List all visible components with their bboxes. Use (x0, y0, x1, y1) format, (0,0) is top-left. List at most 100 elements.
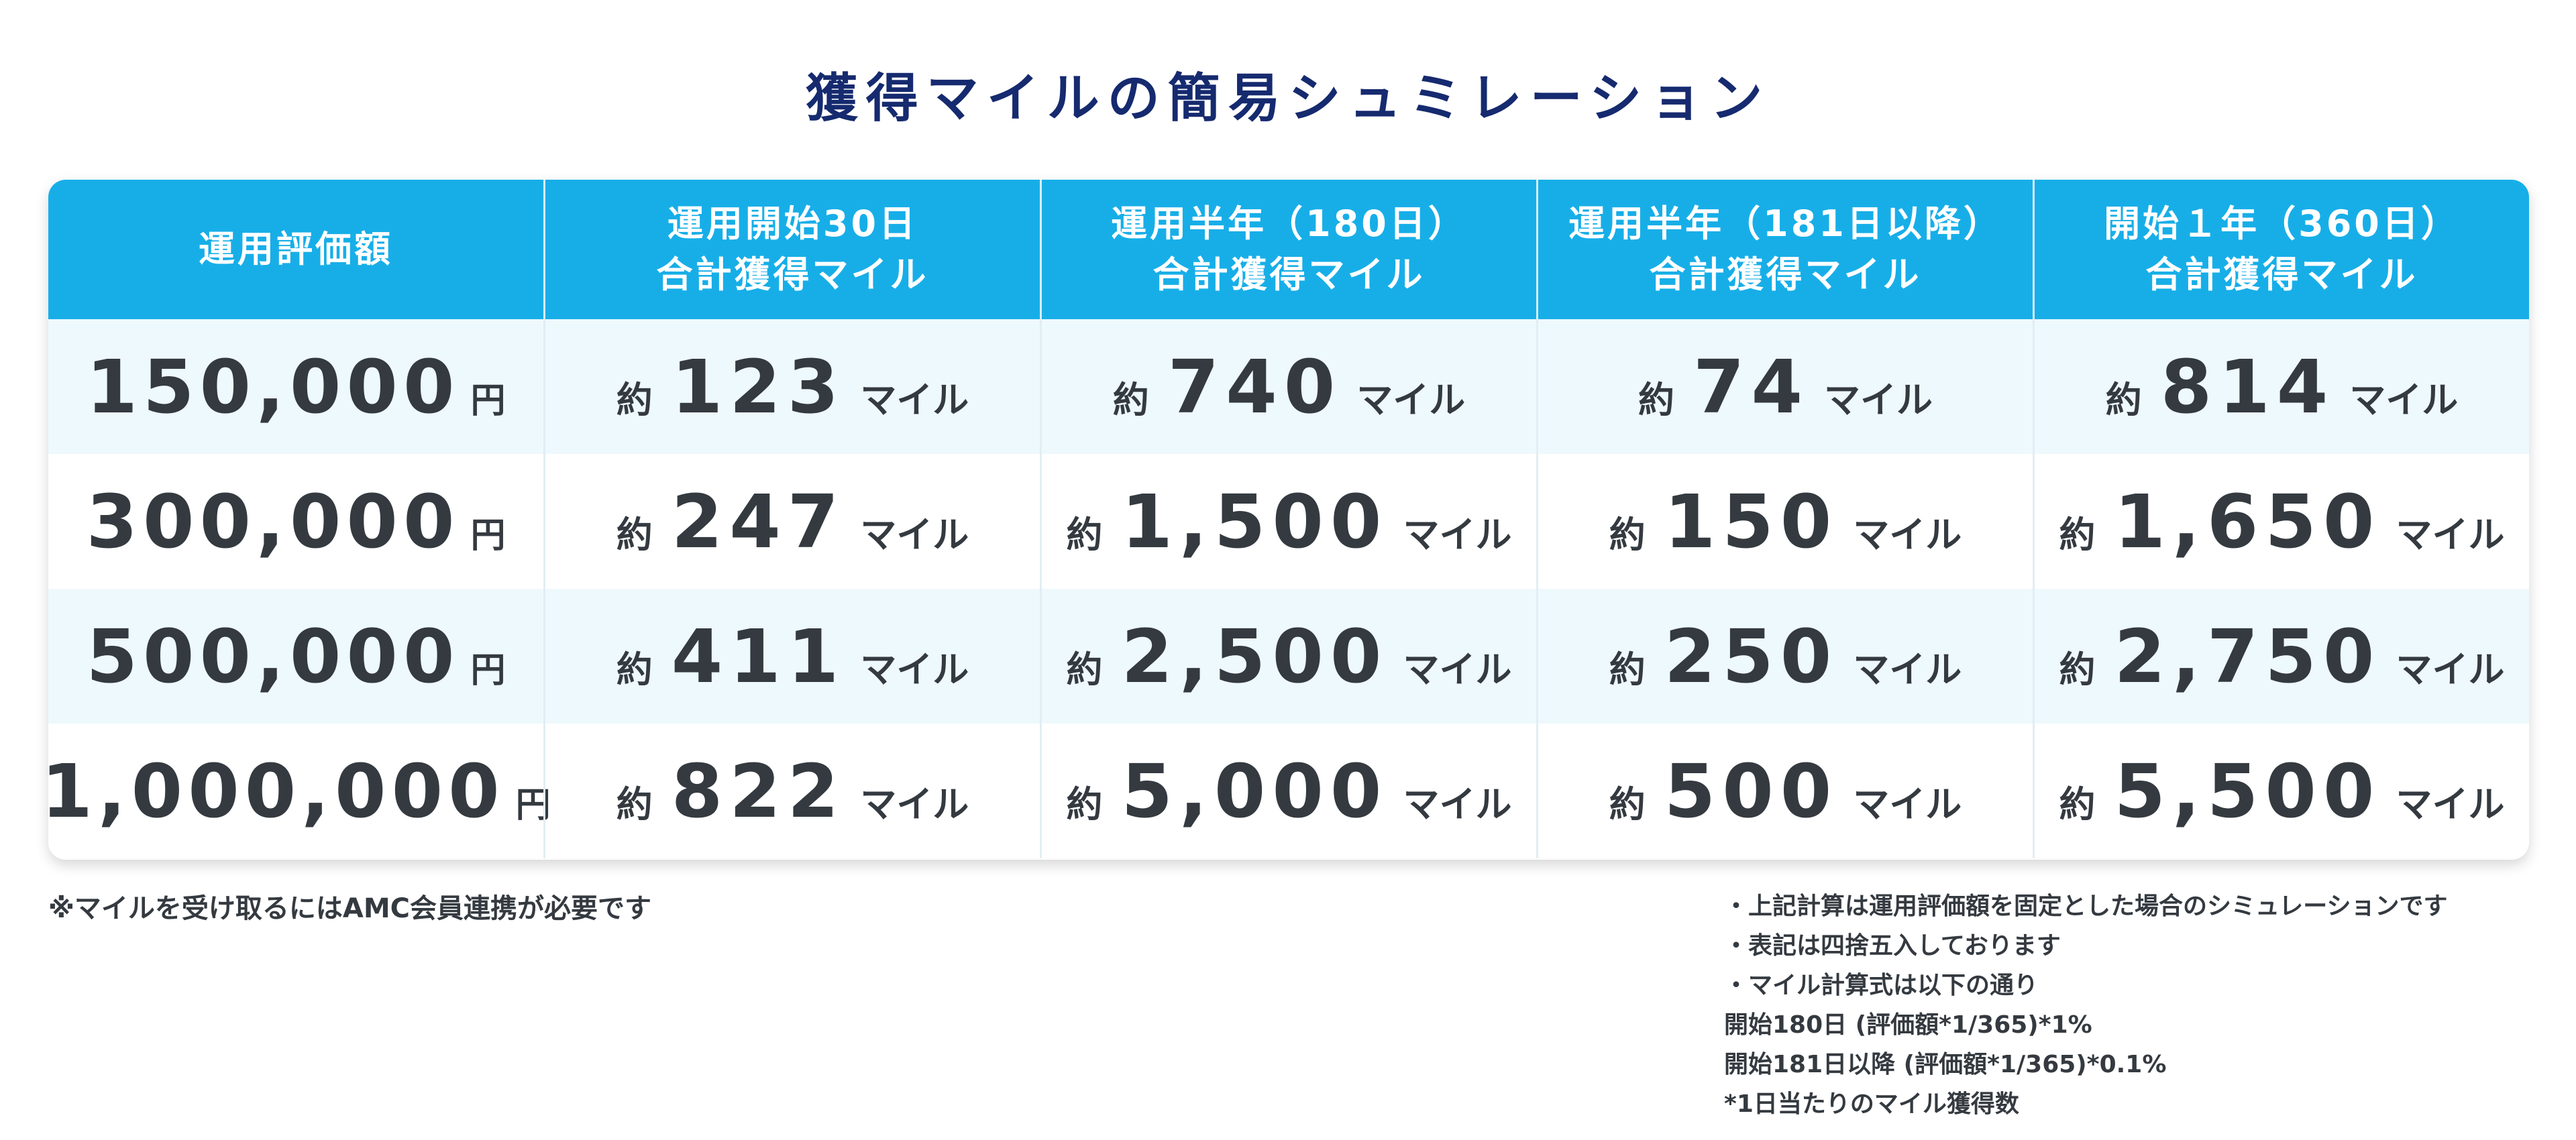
mile-cell: 約 74 マイル (1536, 319, 2033, 454)
approx-prefix: 約 (616, 648, 653, 691)
header-label: 運用開始30日 (667, 203, 918, 245)
mile-unit: マイル (1356, 378, 1466, 421)
amount-value: 300,000 (86, 478, 460, 565)
mile-value: 74 (1693, 343, 1810, 430)
header-label: 運用評価額 (199, 228, 393, 270)
mile-value: 2,750 (2114, 613, 2381, 699)
approx-prefix: 約 (1638, 378, 1674, 421)
note-line: ・マイル計算式は以下の通り (1724, 972, 2039, 999)
mile-value: 411 (671, 613, 846, 699)
amount-value: 500,000 (86, 613, 460, 699)
mile-unit: マイル (860, 378, 969, 421)
mile-unit: マイル (2396, 513, 2505, 556)
mile-value: 740 (1167, 343, 1342, 430)
note-line: ・表記は四捨五入しております (1724, 932, 2061, 960)
header-label: 運用半年（181日以降） (1568, 203, 2002, 245)
mile-cell: 約 2,500 マイル (1040, 589, 1536, 724)
mile-cell: 約 247 マイル (543, 454, 1040, 589)
note-line: *1日当たりのマイル獲得数 (1724, 1090, 2019, 1118)
mile-unit: マイル (2349, 378, 2459, 421)
approx-prefix: 約 (616, 783, 653, 825)
header-sublabel: 合計獲得マイル (656, 253, 929, 296)
table-row: 500,000 円 約 411 マイル 約 2,500 マイル 約 250 マイル 約 2,75… (48, 589, 2529, 724)
mile-value: 247 (671, 478, 846, 565)
amount-value: 150,000 (86, 343, 460, 430)
header-cell-30days: 運用開始30日 合計獲得マイル (543, 180, 1040, 319)
yen-unit: 円 (470, 650, 506, 691)
note-line: 開始181日以降 (評価額*1/365)*0.1% (1724, 1051, 2167, 1078)
mile-unit: マイル (1853, 648, 1962, 691)
mile-cell: 約 740 マイル (1040, 319, 1536, 454)
approx-prefix: 約 (1066, 513, 1103, 556)
approx-prefix: 約 (2059, 648, 2096, 691)
approx-prefix: 約 (616, 513, 653, 556)
mile-unit: マイル (1853, 513, 1962, 556)
calculation-notes: ・上記計算は運用評価額を固定とした場合のシミュレーションです ・表記は四捨五入し… (1724, 887, 2448, 1124)
mile-cell: 約 822 マイル (543, 724, 1040, 858)
header-cell-180days: 運用半年（180日） 合計獲得マイル (1040, 180, 1536, 319)
mile-cell: 約 5,000 マイル (1040, 724, 1536, 858)
amount-value: 1,000,000 (48, 748, 505, 834)
header-cell-181days-after: 運用半年（181日以降） 合計獲得マイル (1536, 180, 2033, 319)
mile-value: 2,500 (1121, 613, 1389, 699)
mile-cell: 約 814 マイル (2033, 319, 2529, 454)
header-cell-amount: 運用評価額 (48, 180, 543, 319)
amount-cell: 1,000,000 円 (48, 724, 551, 858)
mile-cell: 約 2,750 マイル (2033, 589, 2529, 724)
approx-prefix: 約 (1066, 783, 1103, 825)
approx-prefix: 約 (1609, 648, 1646, 691)
mile-unit: マイル (2396, 783, 2505, 825)
yen-unit: 円 (470, 380, 506, 421)
header-cell-1year: 開始１年（360日） 合計獲得マイル (2033, 180, 2529, 319)
approx-prefix: 約 (2105, 378, 2142, 421)
mile-unit: マイル (1403, 783, 1512, 825)
mile-unit: マイル (1403, 513, 1512, 556)
mile-value: 5,500 (2114, 748, 2381, 834)
mile-value: 250 (1664, 613, 1839, 699)
mile-cell: 約 411 マイル (543, 589, 1040, 724)
mile-cell: 約 5,500 マイル (2033, 724, 2529, 858)
amount-cell: 500,000 円 (48, 589, 543, 724)
approx-prefix: 約 (1112, 378, 1149, 421)
approx-prefix: 約 (2059, 783, 2096, 825)
mile-cell: 約 500 マイル (1536, 724, 2033, 858)
page-title: 獲得マイルの簡易シュミレーション (805, 68, 1771, 129)
mile-unit: マイル (2396, 648, 2505, 691)
mile-value: 814 (2160, 343, 2335, 430)
approx-prefix: 約 (1609, 783, 1646, 825)
approx-prefix: 約 (1066, 648, 1103, 691)
mile-value: 1,500 (1121, 478, 1389, 565)
mile-unit: マイル (1403, 648, 1512, 691)
yen-unit: 円 (470, 515, 506, 556)
header-label: 開始１年（360日） (2104, 203, 2460, 245)
mile-unit: マイル (860, 513, 969, 556)
header-label: 運用半年（180日） (1111, 203, 1467, 245)
mile-value: 500 (1664, 748, 1839, 834)
mile-cell: 約 1,650 マイル (2033, 454, 2529, 589)
mile-value: 123 (671, 343, 846, 430)
table-row: 1,000,000 円 約 822 マイル 約 5,000 マイル 約 500 マイル 約 5,… (48, 724, 2529, 858)
note-line: ・上記計算は運用評価額を固定とした場合のシミュレーションです (1724, 893, 2448, 920)
approx-prefix: 約 (1609, 513, 1646, 556)
header-sublabel: 合計獲得マイル (1649, 253, 1922, 296)
table-row: 300,000 円 約 247 マイル 約 1,500 マイル 約 150 マイル 約 1,65… (48, 454, 2529, 589)
header-sublabel: 合計獲得マイル (1152, 253, 1426, 296)
header-sublabel: 合計獲得マイル (2145, 253, 2418, 296)
table-row: 150,000 円 約 123 マイル 約 740 マイル 約 74 マイル 約 814 マイル (48, 319, 2529, 454)
mile-cell: 約 1,500 マイル (1040, 454, 1536, 589)
approx-prefix: 約 (616, 378, 653, 421)
mile-value: 5,000 (1121, 748, 1389, 834)
mile-unit: マイル (860, 648, 969, 691)
amc-requirement-note: ※マイルを受け取るにはAMC会員連携が必要です (48, 893, 652, 924)
mile-cell: 約 123 マイル (543, 319, 1040, 454)
mile-value: 822 (671, 748, 846, 834)
amount-cell: 150,000 円 (48, 319, 543, 454)
note-line: 開始180日 (評価額*1/365)*1% (1724, 1011, 2092, 1039)
amount-cell: 300,000 円 (48, 454, 543, 589)
mile-unit: マイル (860, 783, 969, 825)
mile-value: 150 (1664, 478, 1839, 565)
approx-prefix: 約 (2059, 513, 2096, 556)
mile-unit: マイル (1853, 783, 1962, 825)
mile-cell: 約 250 マイル (1536, 589, 2033, 724)
mile-simulation-table: 運用評価額 運用開始30日 合計獲得マイル 運用半年（180日） 合計獲得マイル… (48, 180, 2529, 860)
